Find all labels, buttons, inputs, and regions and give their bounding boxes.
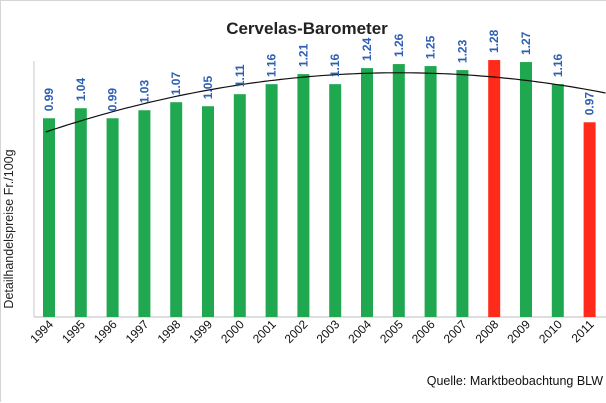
data-label-2008: 1.28 [487,29,501,53]
data-label-2011: 0.97 [583,92,597,116]
data-label-2003: 1.16 [328,53,342,77]
chart-title: Cervelas-Barometer [226,19,388,38]
x-tick-2010: 2010 [536,317,565,346]
x-tick-1997: 1997 [123,317,152,346]
bar-2000 [233,94,246,317]
bar-2002 [297,74,310,318]
bar-1995 [74,108,87,317]
x-tick-2006: 2006 [409,317,438,346]
data-label-1994: 0.99 [42,88,56,112]
x-tick-2011: 2011 [569,317,597,345]
data-label-2009: 1.27 [519,31,533,55]
x-tick-2001: 2001 [250,317,279,346]
data-label-2005: 1.26 [392,33,406,57]
x-tick-1998: 1998 [155,317,184,346]
data-label-2000: 1.11 [233,64,247,87]
bar-2004 [361,68,373,317]
y-axis-label: Detailhandelspreise Fr./100g [2,149,16,308]
bar-2007 [456,70,469,317]
x-tick-2007: 2007 [441,317,470,346]
data-label-2006: 1.25 [424,35,438,59]
bar-2006 [424,66,437,318]
data-label-1999: 1.05 [201,76,215,100]
bar-2003 [329,84,342,317]
bar-1996 [106,118,119,318]
source-note: Quelle: Marktbeobachtung BLW [427,374,603,388]
bars-group [43,60,596,318]
data-label-1997: 1.03 [137,80,151,104]
data-label-2007: 1.23 [455,39,469,63]
bar-2008 [488,60,501,318]
data-label-1995: 1.04 [74,78,88,102]
data-label-1996: 0.99 [106,88,120,112]
x-tick-2008: 2008 [473,317,502,346]
x-tick-2000: 2000 [218,317,247,346]
bar-2001 [265,84,278,317]
bar-1999 [202,106,214,317]
data-label-1998: 1.07 [169,72,183,96]
bar-1998 [170,102,183,318]
x-tick-2002: 2002 [282,317,311,346]
bar-1994 [43,118,55,318]
data-label-2002: 1.21 [296,43,310,67]
data-label-2001: 1.16 [265,53,279,77]
x-tick-1996: 1996 [91,317,120,346]
x-tick-2003: 2003 [314,317,343,346]
x-tick-1995: 1995 [59,317,88,346]
trend-line [45,72,606,133]
data-label-2010: 1.16 [551,53,565,77]
data-labels-group: 0.99 1.04 0.99 1.03 1.07 1.05 1.11 1.16 1.21 1.16… [42,29,597,115]
bar-2010 [551,84,564,317]
bar-2005 [392,64,405,317]
x-tick-1999: 1999 [186,317,215,346]
data-label-2004: 1.24 [360,37,374,61]
x-tick-2004: 2004 [345,317,374,346]
x-tick-2005: 2005 [377,317,406,346]
bar-1997 [138,110,151,318]
x-tick-labels-group: 1994 1995 1996 1997 1998 1999 2000 2001 2002 2003… [27,317,597,346]
bar-2011 [583,122,596,317]
x-tick-1994: 1994 [27,317,56,346]
x-tick-2009: 2009 [504,317,533,346]
bar-2009 [520,62,532,317]
